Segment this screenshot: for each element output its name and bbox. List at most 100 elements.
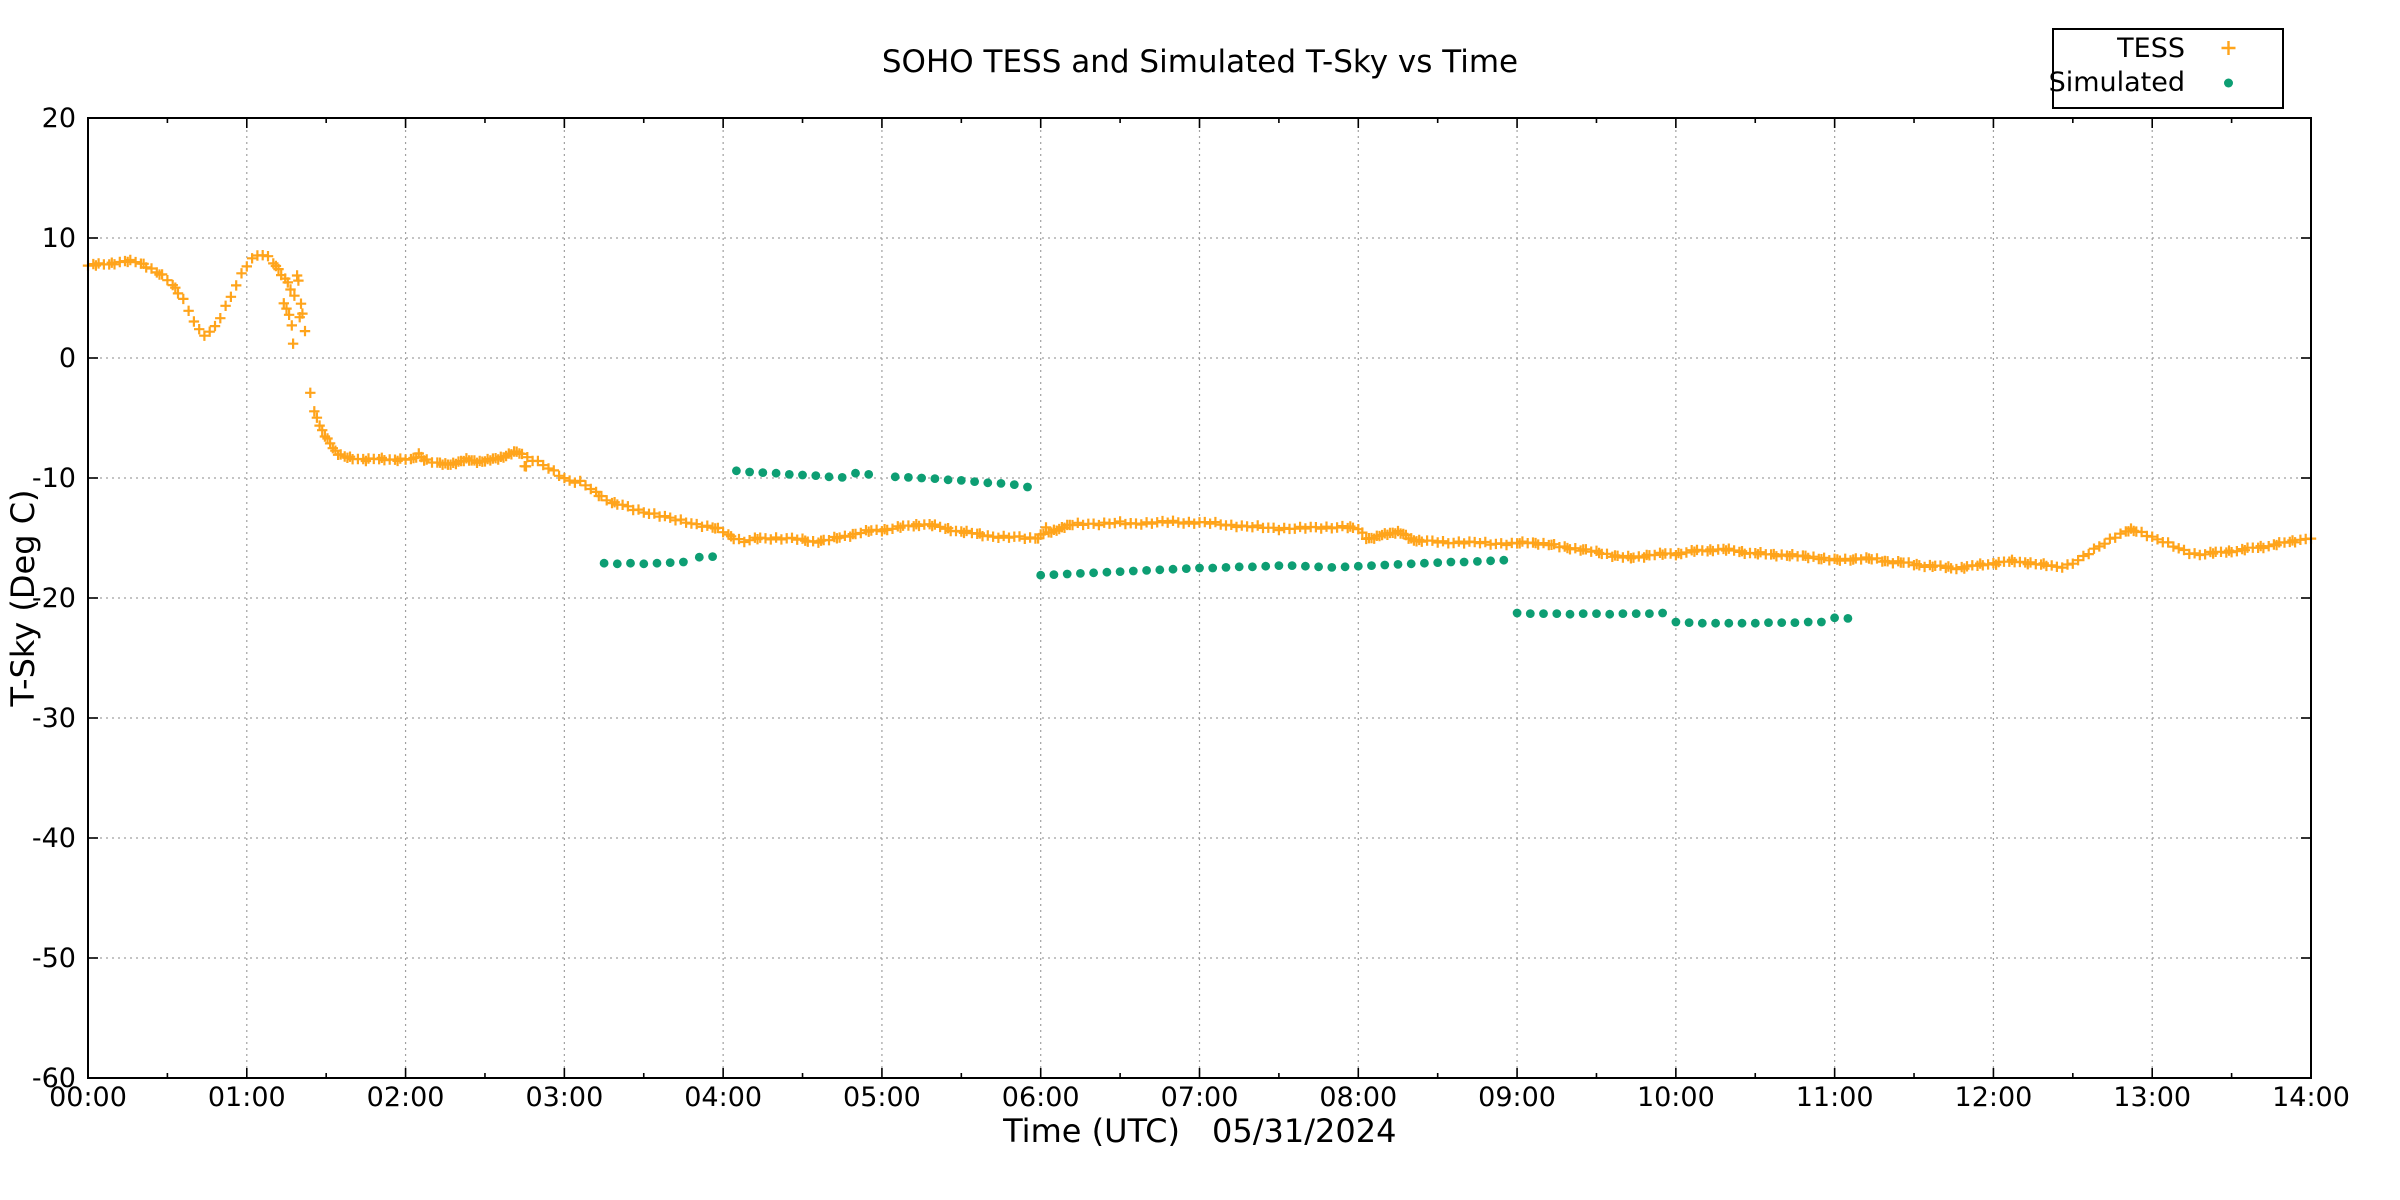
x-tick-label: 07:00 xyxy=(1161,1082,1239,1113)
simulated-dot-marker xyxy=(1684,618,1694,627)
simulated-dot-marker xyxy=(1446,557,1456,567)
simulated-dot-marker xyxy=(1724,618,1734,628)
series-simulated-markers xyxy=(599,466,1853,628)
simulated-dot-marker xyxy=(1777,618,1787,627)
x-tick-label: 01:00 xyxy=(208,1082,286,1113)
x-tick-label: 08:00 xyxy=(1319,1082,1397,1113)
simulated-dot-marker xyxy=(1128,566,1138,576)
simulated-dot-marker xyxy=(811,471,821,480)
simulated-dot-marker xyxy=(758,468,768,477)
x-tick-label: 06:00 xyxy=(1002,1082,1080,1113)
simulated-dot-marker xyxy=(956,476,966,485)
simulated-dot-marker xyxy=(1830,613,1839,623)
simulated-dot-marker xyxy=(1353,561,1363,571)
simulated-dot-marker xyxy=(1459,557,1469,567)
simulated-dot-marker xyxy=(1314,562,1323,572)
simulated-dot-marker xyxy=(1618,609,1628,618)
simulated-dot-marker xyxy=(1301,561,1310,571)
simulated-dot-marker xyxy=(1605,609,1615,619)
simulated-dot-marker xyxy=(1406,559,1416,569)
simulated-dot-marker xyxy=(864,470,874,479)
simulated-dot-marker xyxy=(1512,608,1522,618)
y-axis-label: T-Sky (Deg C) xyxy=(4,489,42,707)
simulated-dot-marker xyxy=(1221,563,1231,572)
simulated-dot-marker xyxy=(1142,566,1151,575)
simulated-dot-marker xyxy=(708,552,717,561)
simulated-dot-marker xyxy=(1340,562,1350,572)
simulated-dot-marker xyxy=(798,470,807,480)
x-tick-label: 00:00 xyxy=(49,1082,127,1113)
simulated-dot-marker xyxy=(1843,614,1853,623)
simulated-dot-marker xyxy=(1645,609,1654,618)
simulated-dot-marker xyxy=(1367,561,1376,570)
simulated-dot-marker xyxy=(694,552,704,562)
simulated-dot-marker xyxy=(1393,560,1403,569)
simulated-dot-marker xyxy=(1380,560,1390,570)
x-tick-label: 14:00 xyxy=(2272,1082,2350,1113)
simulated-dot-marker xyxy=(1168,564,1178,574)
simulated-dot-marker xyxy=(1023,482,1032,492)
simulated-dot-marker xyxy=(1817,617,1826,627)
x-tick-label: 05:00 xyxy=(843,1082,921,1113)
simulated-dot-marker xyxy=(1697,618,1707,628)
x-tick-label: 03:00 xyxy=(525,1082,603,1113)
legend-marker-dot-icon xyxy=(2224,78,2233,88)
simulated-dot-marker xyxy=(824,472,834,482)
simulated-dot-marker xyxy=(1565,609,1575,619)
chart-title: SOHO TESS and Simulated T-Sky vs Time xyxy=(882,44,1518,80)
simulated-dot-marker xyxy=(1155,565,1165,575)
simulated-dot-marker xyxy=(943,475,953,485)
x-tick-label: 12:00 xyxy=(1955,1082,2033,1113)
simulated-dot-marker xyxy=(612,559,622,569)
legend-label-simulated: Simulated xyxy=(2049,67,2185,98)
simulated-dot-marker xyxy=(599,558,609,568)
simulated-dot-marker xyxy=(1036,570,1046,580)
x-tick-label: 13:00 xyxy=(2113,1082,2191,1113)
simulated-dot-marker xyxy=(1631,609,1641,618)
simulated-dot-marker xyxy=(1248,562,1257,572)
x-axis-date: 05/31/2024 xyxy=(1212,1112,1396,1150)
simulated-dot-marker xyxy=(1062,569,1072,579)
x-tick-label: 04:00 xyxy=(684,1082,762,1113)
legend: TESS Simulated xyxy=(2049,28,2284,109)
simulated-dot-marker xyxy=(1764,618,1773,627)
simulated-dot-marker xyxy=(1261,561,1271,571)
simulated-dot-marker xyxy=(1234,562,1244,572)
x-tick-label: 11:00 xyxy=(1796,1082,1874,1113)
simulated-dot-marker xyxy=(983,478,993,488)
simulated-dot-marker xyxy=(1750,618,1760,628)
grid-lines xyxy=(88,118,2311,1078)
simulated-dot-marker xyxy=(665,558,675,567)
simulated-dot-marker xyxy=(1803,617,1813,627)
y-tick-label: -50 xyxy=(32,943,76,974)
y-tick-label: -30 xyxy=(32,703,76,734)
simulated-dot-marker xyxy=(917,473,926,483)
y-tick-label: -10 xyxy=(32,463,76,494)
simulated-dot-marker xyxy=(1049,570,1059,579)
simulated-dot-marker xyxy=(970,477,979,486)
simulated-dot-marker xyxy=(996,479,1006,488)
plot-border xyxy=(87,117,2312,1079)
simulated-dot-marker xyxy=(1790,618,1800,627)
x-tick-label: 10:00 xyxy=(1637,1082,1715,1113)
simulated-dot-marker xyxy=(1420,558,1429,568)
simulated-dot-marker xyxy=(1525,609,1535,618)
simulated-dot-marker xyxy=(1552,609,1562,618)
simulated-dot-marker xyxy=(1208,563,1218,573)
simulated-dot-marker xyxy=(1711,618,1720,628)
simulated-dot-marker xyxy=(732,466,741,476)
y-tick-labels: 20 10 0 -10 -20 -30 -40 -50 -60 xyxy=(32,103,76,1094)
simulated-dot-marker xyxy=(1102,567,1112,577)
simulated-dot-marker xyxy=(771,468,781,478)
simulated-dot-marker xyxy=(1592,609,1601,618)
y-tick-label: 20 xyxy=(42,103,76,134)
simulated-dot-marker xyxy=(1287,561,1297,570)
simulated-dot-marker xyxy=(1671,617,1681,627)
simulated-dot-marker xyxy=(1195,563,1204,573)
y-tick-label: -20 xyxy=(32,583,76,614)
simulated-dot-marker xyxy=(1115,567,1125,576)
simulated-dot-marker xyxy=(652,558,662,568)
simulated-dot-marker xyxy=(679,557,688,567)
simulated-dot-marker xyxy=(1578,609,1588,618)
